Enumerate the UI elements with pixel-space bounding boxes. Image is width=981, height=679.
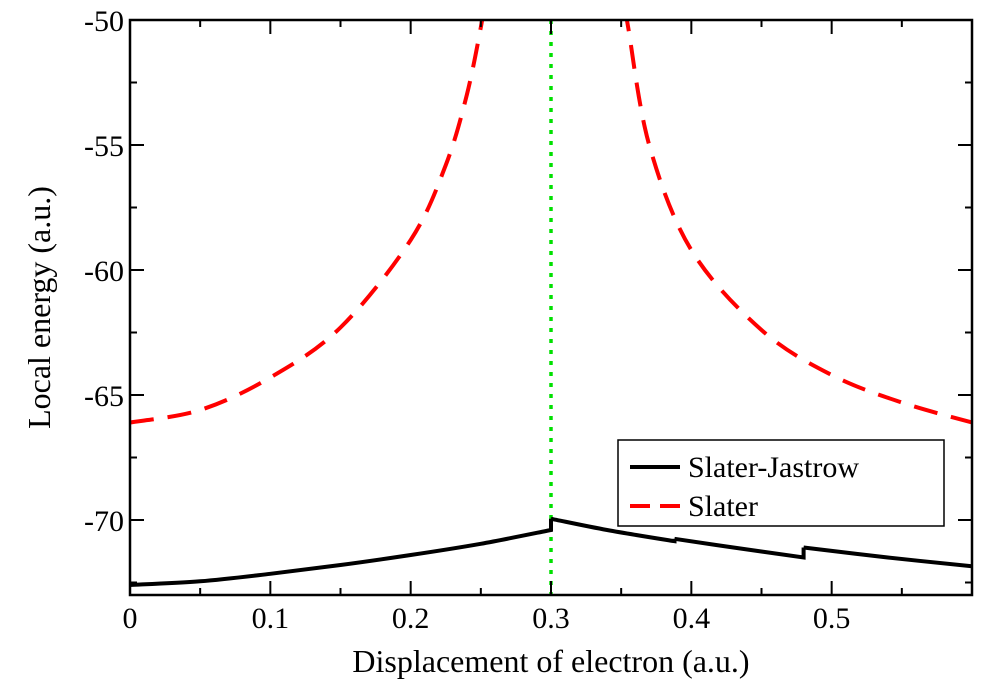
x-tick-label: 0.5 [813, 602, 851, 635]
x-axis-title: Displacement of electron (a.u.) [352, 643, 749, 679]
x-tick-label: 0.3 [532, 602, 570, 635]
series-slater-jastrow [130, 516, 972, 587]
series-slater-jastrow-line [674, 536, 806, 560]
x-tick-label: 0.4 [673, 602, 711, 635]
series-slater-jastrow-line [550, 516, 677, 544]
x-tick-label: 0 [123, 602, 138, 635]
series-slater-line [130, 20, 485, 425]
y-tick-label: -65 [84, 380, 124, 413]
series-layer [130, 20, 972, 595]
legend-box [617, 439, 945, 527]
legend: Slater-Jastrow Slater [617, 439, 945, 527]
y-tick-label: -50 [84, 5, 124, 38]
y-axis-title: Local energy (a.u.) [21, 186, 57, 429]
legend-label: Slater-Jastrow [688, 451, 859, 484]
series-slater [130, 20, 972, 425]
x-tick-label: 0.1 [252, 602, 290, 635]
y-tick-label: -55 [84, 130, 124, 163]
y-tick-label: -70 [84, 505, 124, 538]
y-tick-label: -60 [84, 255, 124, 288]
legend-label: Slater [688, 490, 758, 523]
series-slater-jastrow-line [130, 518, 553, 587]
x-tick-label: 0.2 [392, 602, 430, 635]
series-slater-jastrow-line [803, 545, 972, 569]
ticks-layer: 0 0.1 0.2 0.3 0.4 0.5 -70 -65 -60 -55 -50 [84, 5, 972, 635]
series-slater-line [624, 20, 972, 425]
